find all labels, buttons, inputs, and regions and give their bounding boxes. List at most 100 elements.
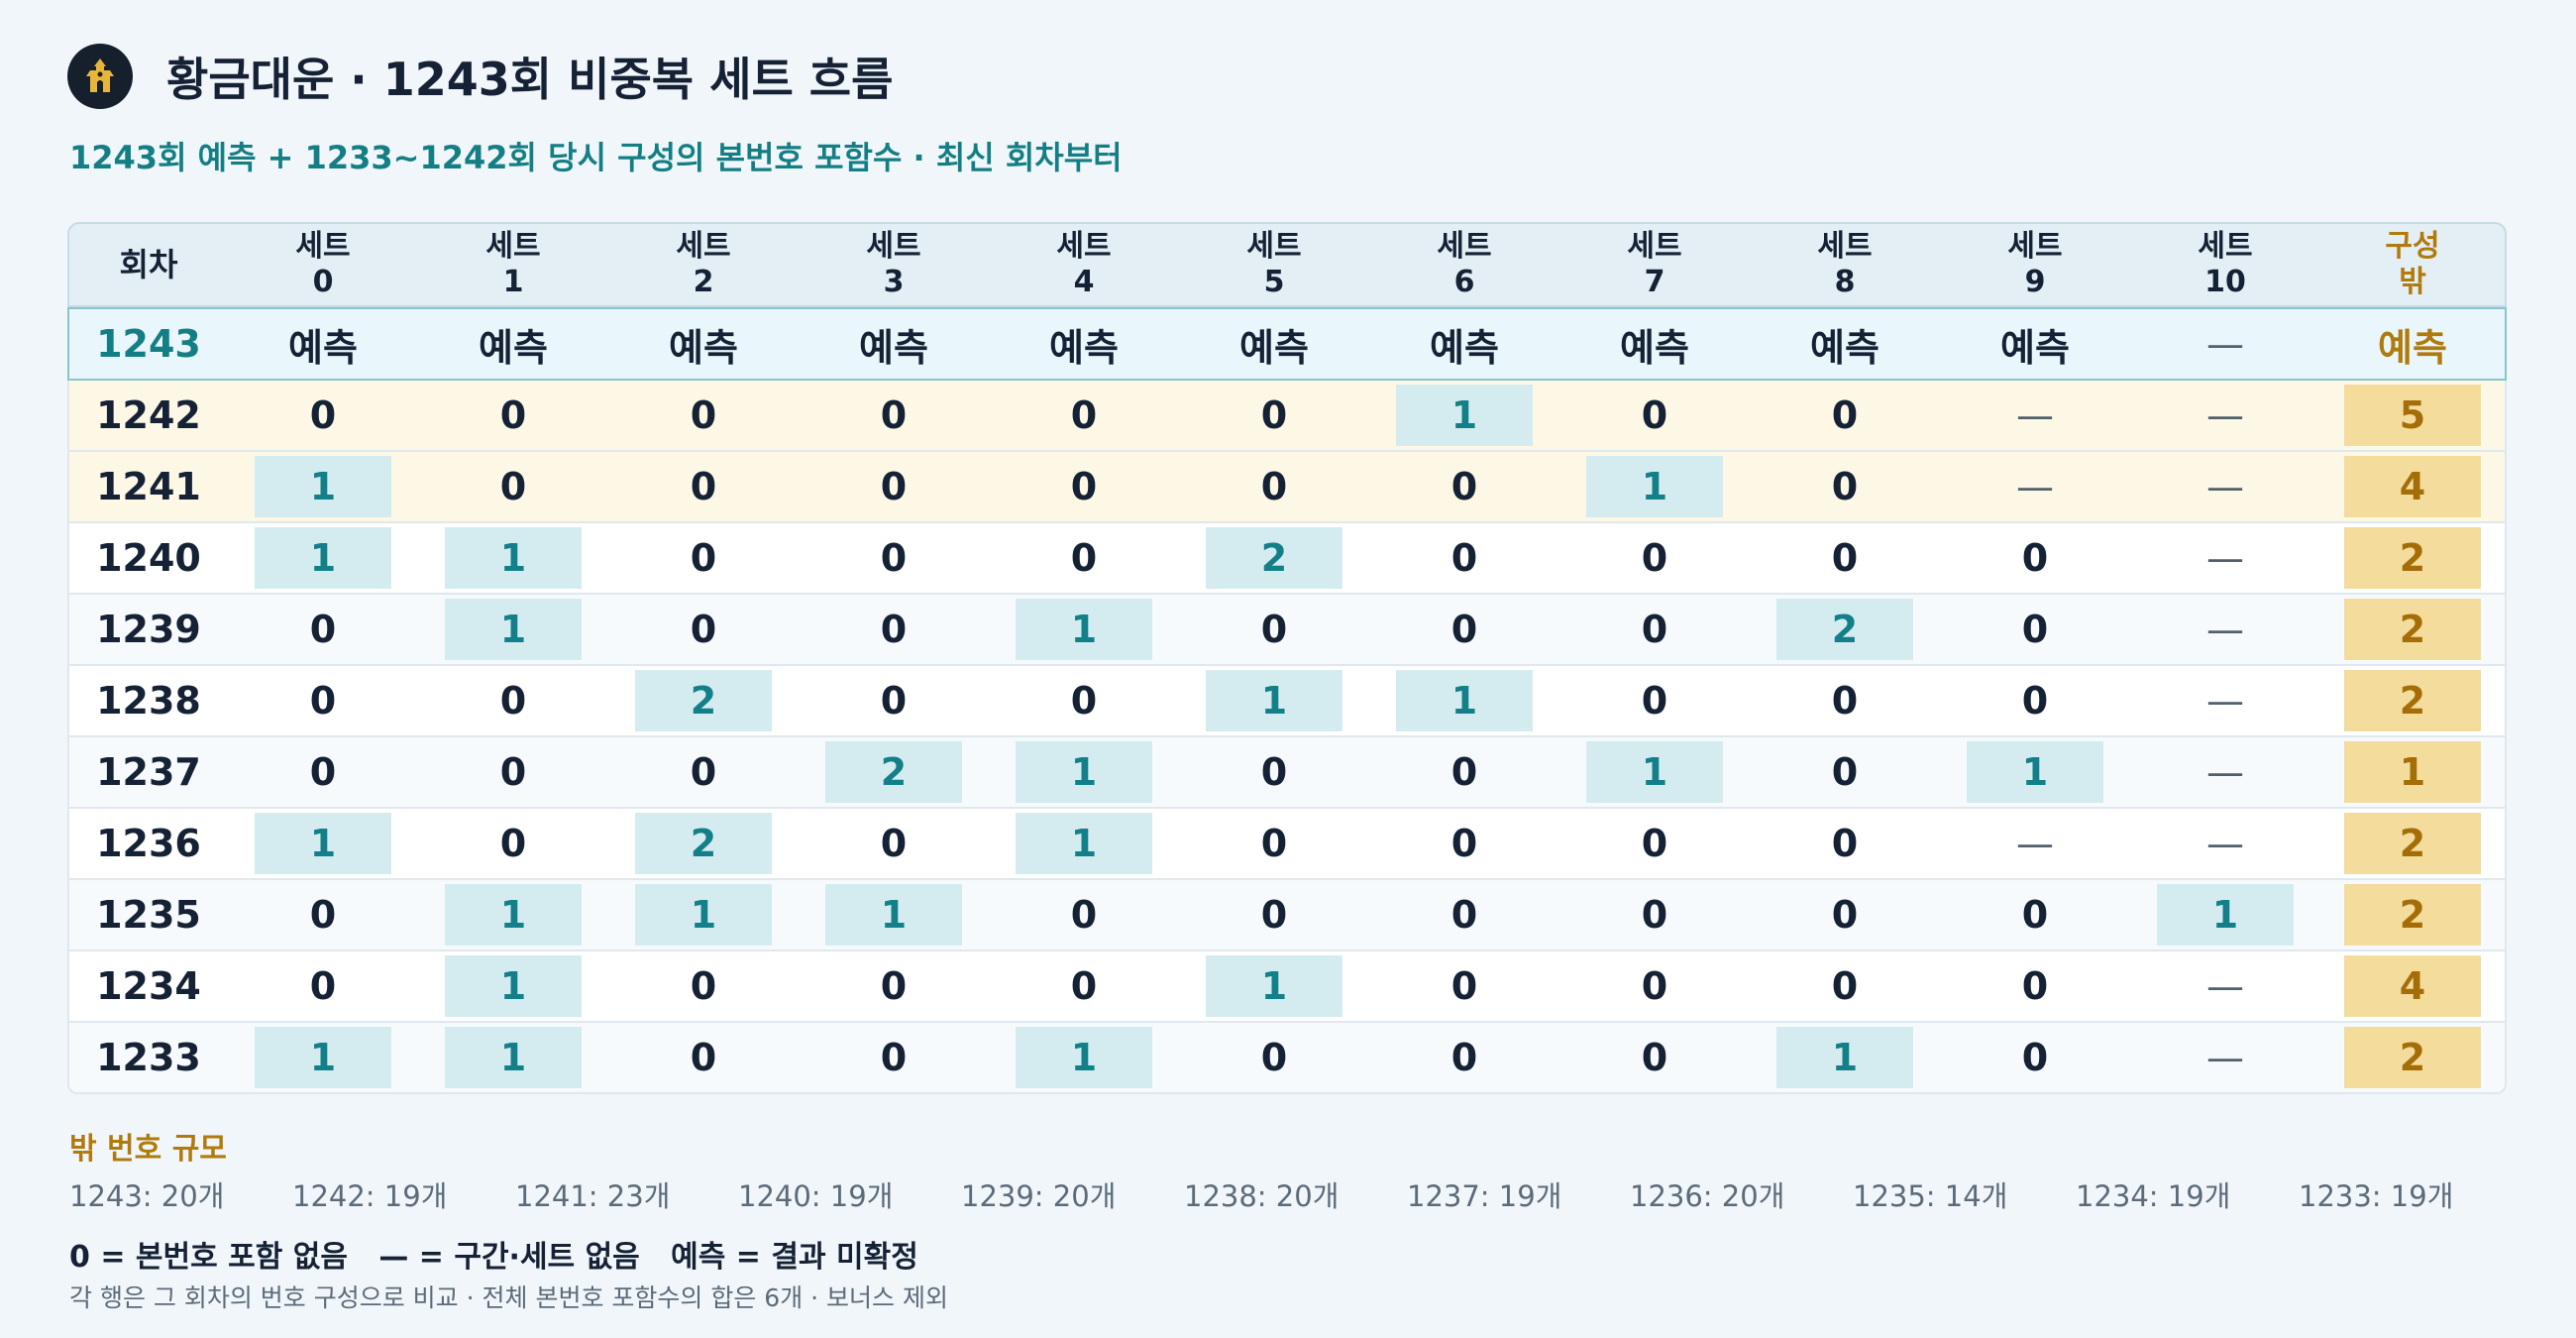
set-value: 1	[255, 1027, 391, 1088]
set-cell: 0	[799, 809, 989, 878]
round-cell: 1233	[69, 1023, 228, 1092]
set-cell: 1	[418, 595, 608, 664]
column-header: 세트 7	[1559, 224, 1750, 305]
outside-size-item: 1238: 20개	[1184, 1179, 1340, 1213]
set-value: 예측	[479, 325, 548, 370]
set-cell: —	[1940, 809, 2130, 878]
table-row: 1238 0 0 2 0 0 1 1 0 0 0 — 2	[67, 666, 2507, 737]
set-cell: —	[2130, 737, 2320, 807]
set-value: 예측	[288, 325, 358, 370]
column-header-label: 5	[1263, 265, 1285, 299]
set-value: 0	[309, 893, 337, 937]
column-header-label: 세트	[1056, 229, 1112, 264]
set-value: 0	[2021, 679, 2049, 723]
page-header: 황금대운 · 1243회 비중복 세트 흐름	[67, 40, 893, 113]
set-cell: 0	[1940, 595, 2130, 664]
set-value: 0	[1260, 750, 1288, 794]
set-cell: 0	[1179, 809, 1369, 878]
round-label: 1242	[96, 393, 201, 437]
set-value: 예측	[1430, 325, 1499, 370]
set-cell: 0	[799, 381, 989, 450]
set-value: 0	[1070, 465, 1098, 508]
set-cell: —	[2130, 452, 2320, 521]
set-value: 0	[1641, 536, 1668, 580]
set-cell: 0	[1369, 595, 1559, 664]
set-cell: 1	[228, 523, 418, 593]
set-value: 0	[499, 465, 527, 508]
round-cell: 1237	[69, 737, 228, 807]
outside-cell: 1	[2320, 737, 2505, 807]
set-cell: 1	[418, 523, 608, 593]
table-row: 1239 0 1 0 0 1 0 0 0 2 0 — 2	[67, 595, 2507, 666]
set-value: 예측	[2000, 325, 2070, 370]
set-cell: 0	[1369, 452, 1559, 521]
set-value: 0	[1831, 393, 1859, 437]
set-cell: —	[2130, 381, 2320, 450]
set-value: 0	[880, 465, 908, 508]
set-cell: 0	[1750, 951, 1940, 1021]
set-value: 0	[1831, 964, 1859, 1008]
set-value: 1	[1967, 741, 2103, 803]
set-cell: 0	[608, 381, 799, 450]
set-value: 예측	[1049, 325, 1119, 370]
set-value: 1	[255, 527, 391, 589]
set-value: 2	[635, 670, 772, 731]
set-cell: 0	[608, 523, 799, 593]
set-value: 예측	[1239, 325, 1309, 370]
column-header-label: 4	[1073, 265, 1095, 299]
column-header-label: 7	[1644, 265, 1665, 299]
set-value: 0	[880, 679, 908, 723]
round-cell: 1241	[69, 452, 228, 521]
set-cell: 1	[608, 880, 799, 949]
table-row: 1242 0 0 0 0 0 0 1 0 0 — — 5	[67, 381, 2507, 452]
set-value: 0	[1260, 893, 1288, 937]
set-cell: 0	[1940, 880, 2130, 949]
table-header: 회차 세트 0 세트 1 세트 2 세트 3 세트 4 세트 5 세트 6 세트 7 세트 8 세트 9 세트 10 구성 밖	[67, 222, 2507, 307]
set-cell: 0	[1940, 1023, 2130, 1092]
column-header-label: 3	[883, 265, 905, 299]
outside-cell: 2	[2320, 880, 2505, 949]
outside-value: 2	[2344, 670, 2481, 731]
set-cell: 0	[1940, 666, 2130, 735]
set-value: 0	[1260, 822, 1288, 865]
set-cell: 1	[1369, 666, 1559, 735]
set-cell: —	[2130, 595, 2320, 664]
set-value: 1	[445, 599, 582, 660]
set-value: 0	[1070, 536, 1098, 580]
set-cell: 0	[418, 452, 608, 521]
set-value: 0	[880, 1036, 908, 1079]
column-header-label: 1	[502, 265, 524, 299]
set-cell: 0	[228, 951, 418, 1021]
outside-cell: 4	[2320, 951, 2505, 1021]
set-cell: 0	[228, 666, 418, 735]
set-value: 0	[1450, 465, 1478, 508]
set-value: 0	[1260, 393, 1288, 437]
set-cell: 0	[1179, 452, 1369, 521]
outside-value: 5	[2344, 385, 2481, 446]
outside-size-item: 1242: 19개	[292, 1179, 448, 1213]
set-cell: 0	[799, 666, 989, 735]
set-cell: 0	[799, 1023, 989, 1092]
set-value: 예측	[1620, 325, 1689, 370]
set-cell: 0	[1750, 737, 1940, 807]
set-value: 예측	[1810, 325, 1879, 370]
footnote: 각 행은 그 회차의 번호 구성으로 비교 · 전체 본번호 포함수의 합은 6…	[69, 1283, 949, 1312]
set-cell: 0	[1940, 951, 2130, 1021]
round-cell: 1235	[69, 880, 228, 949]
set-value: 1	[1016, 813, 1152, 874]
set-value: 1	[635, 884, 772, 946]
set-cell: —	[1940, 381, 2130, 450]
set-cell: —	[2130, 309, 2320, 379]
column-header: 세트 4	[989, 224, 1179, 305]
set-value: 0	[880, 964, 908, 1008]
set-value: 1	[1586, 456, 1723, 517]
outside-cell: 2	[2320, 1023, 2505, 1092]
set-cell: 0	[989, 523, 1179, 593]
legend: 0 = 본번호 포함 없음 — = 구간·세트 없음 예측 = 결과 미확정	[69, 1240, 918, 1275]
set-value: 0	[1070, 393, 1098, 437]
outside-size-item: 1237: 19개	[1407, 1179, 1562, 1213]
column-header: 세트 6	[1369, 224, 1559, 305]
page-subtitle: 1243회 예측 + 1233~1242회 당시 구성의 본번호 포함수 · 최…	[69, 139, 1123, 176]
set-cell: —	[2130, 523, 2320, 593]
table-row: 1243 예측 예측 예측 예측 예측 예측 예측 예측 예측 예측 — 예측	[67, 307, 2507, 381]
